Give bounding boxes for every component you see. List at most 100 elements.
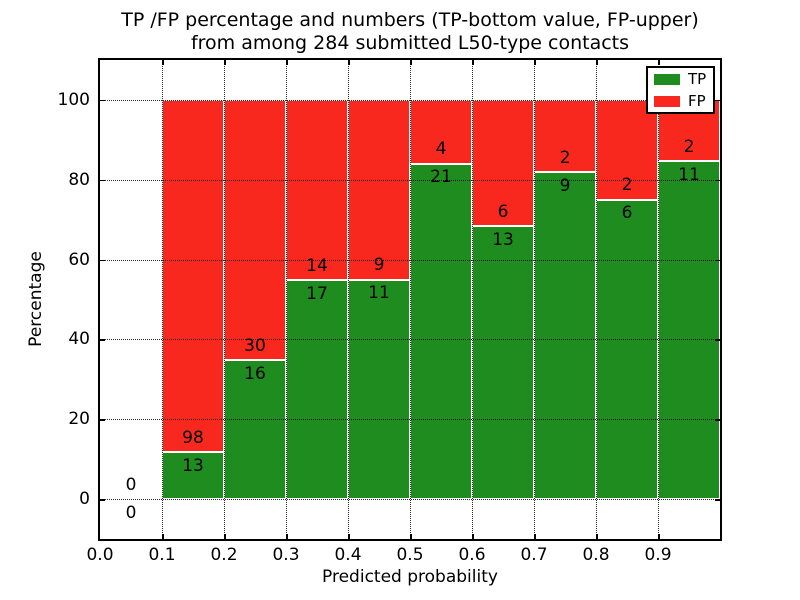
x-tick-mark-top [410, 60, 412, 65]
horizontal-gridline [100, 499, 720, 501]
vertical-gridline [410, 60, 411, 539]
y-tick-mark-right [715, 179, 720, 182]
x-axis-label: Predicted probability [322, 567, 498, 587]
y-tick-mark [100, 419, 105, 421]
y-tick-mark [100, 99, 105, 102]
tp-count-label: 21 [430, 167, 452, 188]
tp-count-label: 13 [182, 455, 204, 476]
fp-count-label: 14 [306, 255, 328, 276]
y-tick-mark-right [715, 499, 720, 501]
tp-count-label: 0 [125, 502, 137, 523]
y-tick-label: 100 [57, 89, 90, 110]
horizontal-gridline [100, 259, 720, 261]
y-tick-mark-right [715, 339, 720, 341]
x-tick-mark [162, 534, 164, 539]
chart-title-line2: from among 284 submitted L50-type contac… [190, 32, 630, 54]
tp-bar-segment [410, 163, 472, 500]
x-tick-mark [286, 534, 288, 539]
vertical-gridline [534, 60, 535, 539]
legend-label-fp: FP [688, 92, 706, 110]
y-tick-label: 60 [68, 249, 90, 270]
y-tick-label: 80 [68, 169, 90, 190]
x-tick-label: 0.3 [272, 545, 300, 565]
tp-count-label: 11 [368, 283, 390, 304]
y-tick-mark [100, 499, 105, 501]
legend-item-tp: TP [648, 69, 713, 90]
y-tick-mark [100, 179, 105, 182]
horizontal-gridline [100, 339, 720, 341]
vertical-gridline [224, 60, 225, 539]
x-tick-mark [658, 534, 660, 539]
tp-bar-segment [472, 225, 534, 500]
x-tick-mark [534, 534, 536, 539]
fp-count-label: 9 [373, 255, 385, 276]
tp-count-label: 13 [492, 229, 514, 250]
fp-count-label: 6 [497, 201, 509, 222]
plot-area: 0 0 98 13 30 16 14 17 9 11 4 21 6 13 2 9 2 6 2 11 [98, 58, 722, 541]
fp-count-label: 0 [125, 474, 137, 495]
x-tick-label: 0.0 [86, 545, 114, 565]
x-tick-mark-top [534, 60, 536, 65]
x-tick-mark-top [162, 60, 164, 65]
x-tick-mark [596, 534, 598, 539]
fp-bar-segment [162, 99, 224, 453]
tp-bar-segment [596, 199, 658, 500]
horizontal-gridline [100, 99, 720, 101]
x-tick-label: 0.5 [396, 545, 424, 565]
fp-bar-segment [286, 99, 348, 281]
fp-count-label: 2 [559, 148, 571, 169]
x-tick-label: 0.2 [210, 545, 238, 565]
legend-label-tp: TP [688, 70, 707, 88]
fp-bar-segment [472, 99, 534, 226]
fp-count-label: 4 [435, 139, 447, 160]
tp-count-label: 16 [244, 363, 266, 384]
tp-count-label: 11 [678, 164, 700, 185]
vertical-gridline [658, 60, 659, 539]
x-tick-label: 0.9 [644, 545, 672, 565]
tp-bar-segment [348, 279, 410, 500]
fp-count-label: 2 [621, 175, 633, 196]
vertical-gridline [472, 60, 473, 539]
tp-count-label: 6 [621, 203, 633, 224]
tp-bar-segment [658, 161, 720, 500]
x-tick-mark-top [286, 60, 288, 65]
vertical-gridline [596, 60, 597, 539]
y-axis-label: Percentage [26, 251, 46, 347]
chart-title-line1: TP /FP percentage and numbers (TP-bottom… [121, 9, 699, 31]
vertical-gridline [348, 60, 349, 539]
x-tick-mark [224, 534, 226, 539]
x-tick-label: 0.6 [458, 545, 486, 565]
vertical-gridline [286, 60, 287, 539]
tp-color-swatch [654, 74, 680, 85]
vertical-gridline [162, 60, 163, 539]
tp-bar-segment [286, 280, 348, 500]
x-tick-mark-top [658, 60, 660, 65]
fp-bar-segment [534, 99, 596, 173]
tp-bar-segment [162, 452, 224, 500]
x-tick-mark-top [224, 60, 226, 65]
x-tick-mark [410, 534, 412, 539]
tp-bar-segment [534, 172, 596, 500]
y-tick-label: 40 [68, 329, 90, 350]
fp-count-label: 2 [683, 136, 695, 157]
x-tick-label: 0.1 [148, 545, 176, 565]
x-tick-mark-top [472, 60, 474, 65]
y-tick-mark [100, 259, 105, 262]
fp-bar-segment [224, 99, 286, 361]
y-tick-mark-right [715, 99, 720, 102]
tp-count-label: 9 [559, 176, 571, 197]
fp-color-swatch [654, 96, 680, 107]
y-tick-label: 0 [79, 489, 90, 510]
fp-count-label: 30 [244, 335, 266, 356]
x-tick-mark-top [348, 60, 350, 65]
y-tick-mark-right [715, 259, 720, 262]
y-tick-mark [100, 339, 105, 341]
legend-item-fp: FP [648, 91, 713, 112]
x-tick-mark-top [596, 60, 598, 65]
fp-count-label: 98 [182, 427, 204, 448]
x-tick-label: 0.7 [520, 545, 548, 565]
y-tick-mark-right [715, 419, 720, 421]
horizontal-gridline [100, 419, 720, 421]
horizontal-gridline [100, 179, 720, 181]
